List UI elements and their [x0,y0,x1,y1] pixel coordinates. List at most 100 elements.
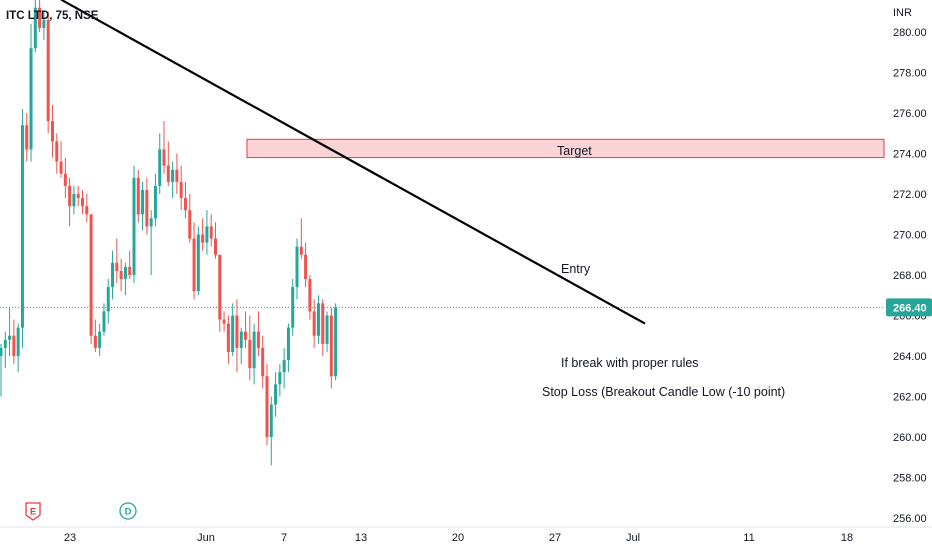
candle-body [334,307,338,377]
price-axis[interactable]: 256.00258.00260.00262.00264.00266.00268.… [886,27,932,525]
candle [304,242,308,288]
candle [81,189,85,215]
candle-body [8,335,12,340]
y-tick-label: 270.00 [893,230,927,242]
candle-body [188,210,192,239]
candle-body [239,331,243,348]
candle-body [282,360,286,373]
candle [316,295,320,344]
candle [153,173,157,227]
target-zone-layer [246,138,885,159]
candle [269,396,273,466]
y-tick-label: 280.00 [893,27,927,39]
candle-body [12,335,16,356]
candle-body [175,169,179,182]
candle [239,327,243,365]
candle [325,311,329,352]
x-tick-label: Jul [626,532,640,544]
candle [244,311,248,348]
candle [329,307,333,389]
candle-body [196,234,200,292]
candle [201,218,205,251]
candle-body [111,262,115,288]
candle [282,347,286,389]
x-tick-label: 13 [355,532,367,544]
event-marker-shape [119,502,137,520]
candle-body [325,315,329,344]
candle-body [128,266,132,275]
y-tick-label: 264.00 [893,351,927,363]
candle-body [226,323,230,352]
candle [8,307,12,356]
y-tick-label: 260.00 [893,432,927,444]
candle [226,315,230,365]
candle [20,108,24,348]
candle-body [278,372,282,385]
candle-body [136,177,140,215]
candle-body [0,347,3,356]
candle [29,23,33,162]
candle [33,0,37,53]
candle [158,133,162,194]
candle [106,279,110,324]
y-tick-label: 268.00 [893,270,927,282]
candle-body [291,287,295,328]
event-marker-e[interactable]: E [25,502,41,521]
candle-body [166,165,170,182]
candle [93,319,97,352]
candle-body [201,234,205,243]
candle [286,323,290,373]
candle-body [162,149,166,166]
event-marker-d[interactable]: D [119,502,137,520]
candle-body [329,315,333,377]
candle [261,335,265,389]
candle-body [183,198,187,211]
currency-label: INR [893,7,912,19]
candle-body [192,238,196,292]
x-tick-label: 27 [549,532,561,544]
candle-body [102,311,106,332]
candle-body [274,384,278,405]
y-tick-label: 278.00 [893,68,927,80]
candle [50,104,54,158]
candle-body [50,121,54,142]
candle [102,303,106,336]
candle-body [98,331,102,348]
candle-body [286,327,290,361]
candle-body [72,194,76,207]
candle [3,331,7,369]
candle-body [59,161,63,174]
candle-body [132,177,136,275]
candle [192,222,196,300]
candle-body [76,194,80,199]
candle [12,319,16,365]
candle-body [85,206,89,215]
x-tick-label: 23 [64,532,76,544]
candle-body [42,19,46,28]
candle-body [119,270,123,280]
candle [308,275,312,320]
y-tick-label: 258.00 [893,473,927,485]
candle [132,165,136,284]
candle-body [261,347,265,377]
candle [222,311,226,332]
candle-body [231,315,235,352]
candle [145,177,149,235]
candle-body [46,19,50,122]
candle [128,250,132,280]
x-tick-label: 18 [841,532,853,544]
entry-label: Entry [561,262,591,276]
candle [119,258,123,292]
candle-body [205,226,209,243]
candle-body [218,254,222,320]
candle [89,214,93,344]
y-tick-label: 262.00 [893,392,927,404]
candle [231,303,235,356]
time-axis[interactable]: 23 Jun 7 13 20 27 Jul 11 18 E D [0,502,932,544]
candle-body [93,335,97,348]
x-tick-label: Jun [197,532,215,544]
candle-body [299,246,303,255]
x-tick-label: 7 [281,532,287,544]
